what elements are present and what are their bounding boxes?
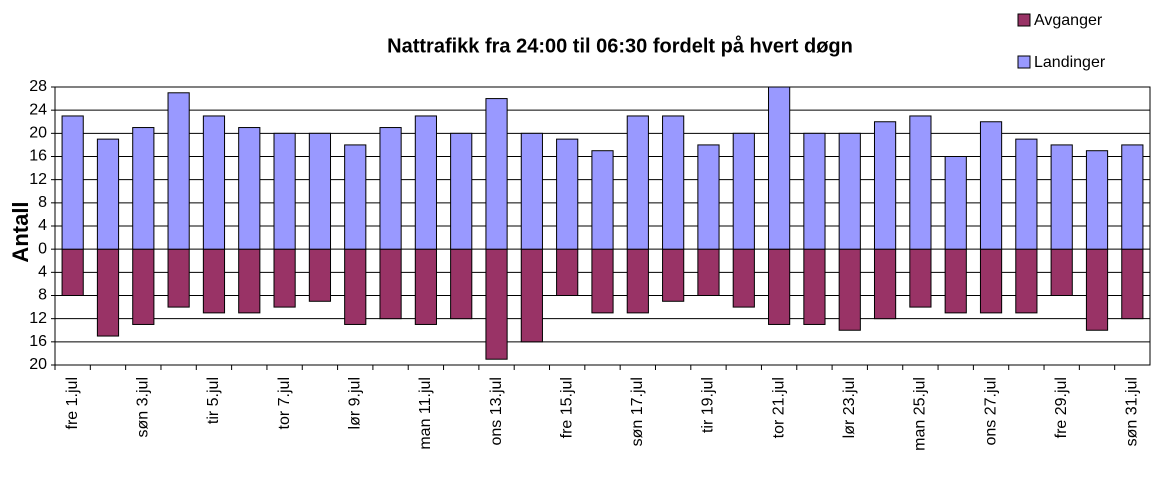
legend-label: Avganger bbox=[1034, 12, 1103, 29]
y-tick-label: 4 bbox=[38, 264, 47, 281]
bar bbox=[1015, 248, 1038, 314]
y-tick-label: 4 bbox=[38, 217, 47, 234]
x-tick-label: ons 27.jul bbox=[982, 377, 999, 446]
bar bbox=[1085, 150, 1109, 250]
bar bbox=[591, 248, 614, 314]
bar bbox=[768, 248, 791, 325]
bar bbox=[96, 138, 120, 250]
legend-swatch bbox=[1017, 13, 1031, 27]
bar bbox=[909, 248, 932, 308]
bar bbox=[308, 132, 332, 250]
y-tick-label: 16 bbox=[29, 148, 47, 165]
bar bbox=[344, 144, 367, 250]
bar bbox=[697, 248, 720, 297]
bar bbox=[626, 248, 649, 314]
bar bbox=[591, 150, 614, 250]
x-tick-label: søn 3.jul bbox=[135, 377, 152, 437]
bar bbox=[167, 92, 190, 250]
bar bbox=[414, 248, 437, 325]
bar bbox=[167, 248, 190, 308]
bar bbox=[873, 248, 897, 320]
bar bbox=[979, 248, 1003, 314]
bar bbox=[1085, 248, 1109, 331]
bar bbox=[273, 248, 296, 308]
x-tick-label: tir 19.jul bbox=[700, 377, 717, 433]
bar bbox=[662, 248, 685, 302]
x-tick-label: lør 9.jul bbox=[346, 377, 363, 429]
bar bbox=[414, 115, 437, 250]
bar bbox=[909, 115, 932, 250]
legend-label: Landinger bbox=[1034, 54, 1106, 71]
legend-swatch bbox=[1017, 55, 1031, 69]
bar bbox=[379, 127, 402, 250]
bar bbox=[1121, 144, 1144, 250]
y-tick-label: 20 bbox=[29, 125, 47, 142]
bar bbox=[96, 248, 120, 337]
bar bbox=[132, 127, 155, 250]
x-tick-label: søn 17.jul bbox=[629, 377, 646, 446]
bar bbox=[485, 248, 508, 360]
bar bbox=[838, 132, 861, 250]
x-tick-label: søn 31.jul bbox=[1124, 377, 1141, 446]
bar bbox=[944, 156, 967, 250]
x-tick-label: tor 21.jul bbox=[770, 377, 787, 438]
bar bbox=[1015, 138, 1038, 250]
x-tick-label: lør 23.jul bbox=[841, 377, 858, 438]
bar bbox=[803, 132, 826, 250]
bar bbox=[520, 248, 543, 343]
bar bbox=[485, 98, 508, 250]
bar bbox=[732, 132, 755, 250]
bar bbox=[344, 248, 367, 325]
bar bbox=[626, 115, 649, 250]
y-tick-label: 12 bbox=[29, 171, 47, 188]
bar bbox=[1050, 248, 1073, 297]
y-tick-label: 16 bbox=[29, 333, 47, 350]
bar bbox=[520, 132, 543, 250]
x-tick-label: man 25.jul bbox=[912, 377, 929, 451]
bar bbox=[838, 248, 861, 331]
bar bbox=[308, 248, 332, 302]
bar bbox=[873, 121, 897, 250]
y-tick-label: 8 bbox=[38, 194, 47, 211]
bar bbox=[697, 144, 720, 250]
y-tick-label: 8 bbox=[38, 287, 47, 304]
x-tick-label: tor 7.jul bbox=[276, 377, 293, 429]
bar bbox=[61, 115, 84, 250]
bar bbox=[556, 138, 579, 250]
y-tick-label: 24 bbox=[29, 101, 47, 118]
bar bbox=[944, 248, 967, 314]
bar bbox=[238, 127, 261, 250]
x-tick-label: fre 15.jul bbox=[558, 377, 575, 438]
bar bbox=[768, 86, 791, 250]
x-tick-label: fre 1.jul bbox=[64, 377, 81, 429]
x-tick-label: fre 29.jul bbox=[1053, 377, 1070, 438]
bar bbox=[238, 248, 261, 314]
bar bbox=[732, 248, 755, 308]
bar bbox=[202, 115, 226, 250]
x-tick-label: man 11.jul bbox=[417, 377, 434, 450]
y-tick-label: 0 bbox=[38, 240, 47, 257]
bar bbox=[379, 248, 402, 320]
bar bbox=[202, 248, 226, 314]
bar bbox=[979, 121, 1003, 250]
chart-title: Nattrafikk fra 24:00 til 06:30 fordelt p… bbox=[387, 34, 853, 57]
bar bbox=[1121, 248, 1144, 320]
y-tick-label: 20 bbox=[29, 356, 47, 373]
y-tick-label: 28 bbox=[29, 78, 47, 95]
bar bbox=[803, 248, 826, 325]
bar bbox=[1050, 144, 1073, 250]
bar bbox=[61, 248, 84, 297]
bar bbox=[662, 115, 685, 250]
plot-border bbox=[54, 86, 1151, 366]
y-tick-label: 12 bbox=[29, 310, 47, 327]
x-tick-label: tir 5.jul bbox=[205, 377, 222, 424]
bar bbox=[132, 248, 155, 325]
bar bbox=[273, 132, 296, 250]
bar bbox=[556, 248, 579, 297]
bar bbox=[450, 248, 473, 320]
y-axis-label: Antall bbox=[8, 201, 33, 262]
bar bbox=[450, 132, 473, 250]
x-tick-label: ons 13.jul bbox=[488, 377, 505, 446]
